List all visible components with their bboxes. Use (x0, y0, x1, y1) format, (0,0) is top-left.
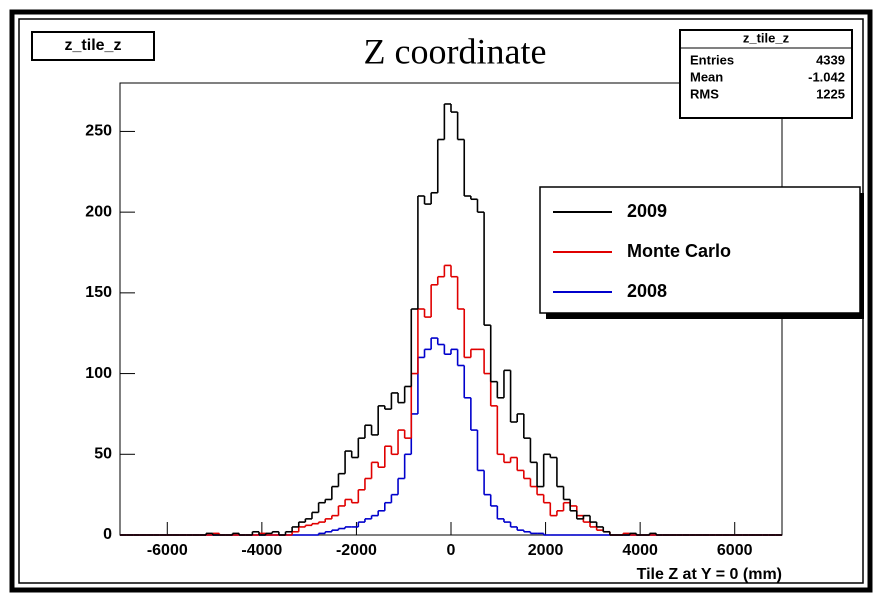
x-tick-label: -4000 (241, 542, 282, 559)
stats-label: RMS (690, 86, 719, 101)
x-tick-label: -6000 (147, 542, 188, 559)
x-tick-label: 0 (447, 542, 456, 559)
y-tick-label: 100 (85, 365, 112, 382)
y-tick-label: 50 (94, 446, 112, 463)
x-axis-label: Tile Z at Y = 0 (mm) (637, 566, 782, 583)
x-tick-label: 6000 (717, 542, 753, 559)
stats-box (679, 29, 853, 119)
y-tick-label: 150 (85, 284, 112, 301)
y-tick-label: 250 (85, 123, 112, 140)
stats-label: Entries (690, 52, 734, 67)
stats-value: 4339 (816, 52, 845, 67)
x-tick-label: -2000 (336, 542, 377, 559)
stats-value: -1.042 (808, 69, 845, 84)
hist-label: z_tile_z (65, 37, 122, 54)
x-tick-label: 4000 (622, 542, 658, 559)
legend-label: 2009 (627, 201, 667, 221)
chart-title: Z coordinate (364, 31, 547, 71)
stats-value: 1225 (816, 86, 845, 101)
y-tick-label: 0 (103, 526, 112, 543)
legend-label: 2008 (627, 281, 667, 301)
stats-label: Mean (690, 69, 723, 84)
x-tick-label: 2000 (528, 542, 564, 559)
legend-label: Monte Carlo (627, 241, 731, 261)
y-tick-label: 200 (85, 203, 112, 220)
label-box (31, 31, 155, 61)
stats-title: z_tile_z (743, 30, 790, 45)
